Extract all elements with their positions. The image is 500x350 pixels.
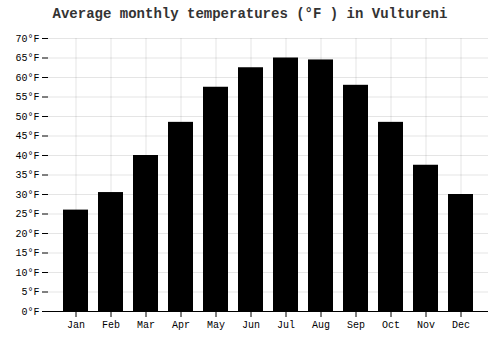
svg-text:Feb: Feb — [102, 320, 120, 331]
svg-text:20°F: 20°F — [15, 229, 39, 240]
svg-text:Jun: Jun — [242, 320, 260, 331]
svg-text:15°F: 15°F — [15, 248, 39, 259]
svg-text:30°F: 30°F — [15, 190, 39, 201]
svg-text:May: May — [207, 320, 225, 331]
svg-text:50°F: 50°F — [15, 112, 39, 123]
svg-text:40°F: 40°F — [15, 151, 39, 162]
svg-text:65°F: 65°F — [15, 53, 39, 64]
svg-text:10°F: 10°F — [15, 268, 39, 279]
svg-text:Sep: Sep — [347, 320, 365, 331]
svg-text:Dec: Dec — [452, 320, 470, 331]
svg-text:5°F: 5°F — [21, 287, 39, 298]
svg-text:0°F: 0°F — [21, 307, 39, 318]
svg-text:Nov: Nov — [417, 320, 435, 331]
svg-text:35°F: 35°F — [15, 170, 39, 181]
svg-text:60°F: 60°F — [15, 73, 39, 84]
svg-text:70°F: 70°F — [15, 34, 39, 45]
svg-text:55°F: 55°F — [15, 92, 39, 103]
svg-text:Mar: Mar — [137, 320, 155, 331]
svg-text:Aug: Aug — [312, 320, 330, 331]
svg-text:Apr: Apr — [172, 320, 190, 331]
svg-text:Jul: Jul — [277, 320, 295, 331]
svg-text:Oct: Oct — [382, 320, 400, 331]
svg-text:Jan: Jan — [67, 320, 85, 331]
svg-text:25°F: 25°F — [15, 209, 39, 220]
html-text:Average monthly temperatures (: Average monthly temperatures (°F ) in Vu… — [52, 6, 448, 22]
svg-text:45°F: 45°F — [15, 131, 39, 142]
